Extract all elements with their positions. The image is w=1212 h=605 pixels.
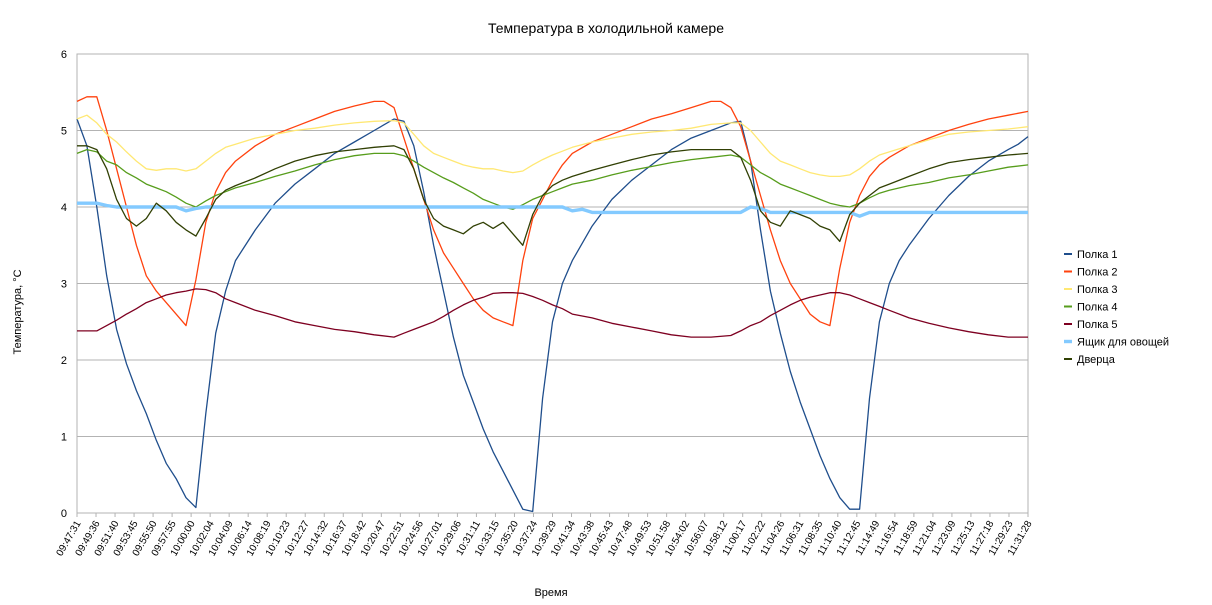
series-lines (76, 96, 1029, 513)
legend-label: Ящик для овощей (1077, 337, 1169, 349)
x-axis-title: Время (534, 587, 567, 599)
gridlines (76, 53, 1029, 514)
y-tick-label: 0 (61, 508, 67, 520)
y-axis-title: Температура, °C (12, 269, 24, 354)
series-line-3 (76, 114, 1029, 178)
legend-label: Полка 2 (1077, 267, 1118, 279)
chart-title: Температура в холодильной камере (488, 20, 724, 36)
y-tick-label: 1 (61, 432, 67, 444)
series-line-6 (77, 201, 1028, 218)
series-line-5 (77, 288, 1028, 338)
legend-label: Полка 1 (1077, 249, 1118, 261)
legend-label: Полка 3 (1077, 284, 1118, 296)
axes: 012345609:47:3109:49:3609:51:4009:53:450… (55, 49, 1035, 558)
series-line-1 (76, 118, 1029, 513)
y-tick-label: 6 (61, 49, 67, 61)
legend-label: Полка 4 (1077, 302, 1118, 314)
y-tick-label: 5 (61, 126, 67, 138)
y-tick-label: 4 (61, 202, 67, 214)
legend: Полка 1 Полка 2 Полка 3 Полка 4 Полка 5 Ящик … (1064, 249, 1169, 366)
legend-label: Полка 5 (1077, 319, 1118, 331)
legend-label: Дверца (1077, 354, 1116, 366)
series-line-7 (77, 145, 1029, 246)
y-tick-label: 3 (61, 279, 67, 291)
y-tick-label: 2 (61, 355, 67, 367)
